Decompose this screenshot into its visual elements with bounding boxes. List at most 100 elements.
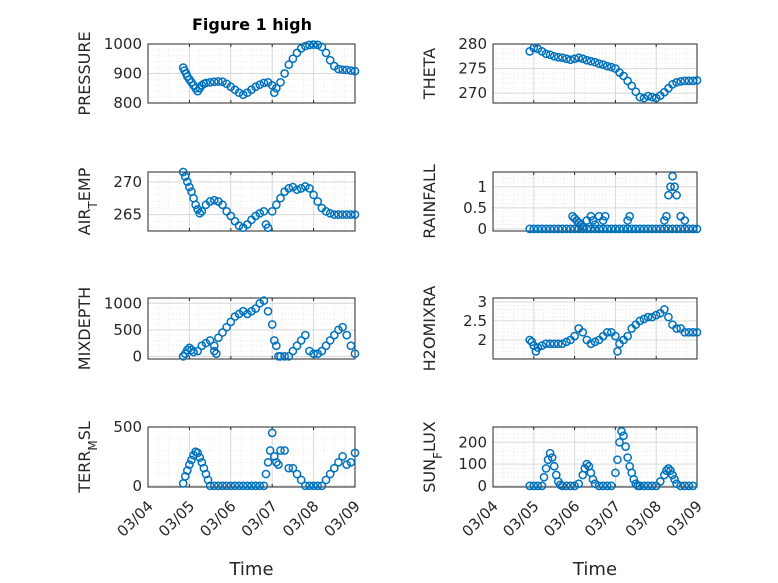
- data-point: [668, 79, 677, 89]
- data-point: [688, 327, 698, 337]
- data-point: [313, 40, 323, 50]
- data-point: [625, 211, 635, 221]
- data-point: [321, 341, 331, 351]
- data-point: [325, 55, 335, 65]
- data-point: [226, 211, 236, 221]
- x-tick-label: 03/04: [114, 497, 157, 540]
- data-point: [201, 78, 211, 88]
- data-point: [582, 55, 592, 65]
- data-point: [639, 481, 649, 491]
- data-point: [590, 224, 600, 234]
- data-point: [350, 66, 360, 76]
- data-point: [684, 327, 694, 337]
- x-tick-label: 03/05: [499, 497, 542, 540]
- data-point: [346, 457, 356, 467]
- data-point: [629, 475, 639, 484]
- data-point: [598, 216, 608, 225]
- data-point: [549, 51, 559, 61]
- data-point: [178, 167, 188, 177]
- x-tick-label: 03/07: [581, 497, 624, 540]
- data-point: [325, 336, 335, 345]
- data-point: [627, 81, 637, 91]
- data-point: [267, 320, 277, 329]
- data-point: [574, 479, 584, 489]
- data-point: [594, 481, 604, 491]
- data-point: [537, 341, 547, 351]
- subplot-6: 0 500 TERRMSL 03/0403/0503/0603/0703/0803/0…: [75, 418, 364, 580]
- x-tick-label: 03/08: [622, 497, 665, 540]
- data-point: [288, 54, 298, 64]
- data-point: [621, 442, 630, 451]
- data-point: [284, 351, 294, 361]
- data-point: [529, 481, 539, 491]
- data-point: [623, 216, 632, 225]
- data-point: [602, 61, 612, 71]
- data-point: [664, 190, 673, 200]
- data-point: [251, 481, 260, 491]
- y-tick-label: 1000: [104, 294, 142, 312]
- data-point: [606, 224, 616, 234]
- data-point: [623, 453, 632, 462]
- data-point: [334, 64, 343, 74]
- data-point: [586, 211, 596, 221]
- data-point: [590, 220, 600, 230]
- y-tick-label: 2.5: [463, 312, 487, 330]
- data-point: [570, 224, 579, 234]
- data-point: [558, 481, 567, 491]
- y-axis-label: H2OMIXRA: [420, 286, 439, 372]
- data-point: [613, 455, 622, 465]
- data-point: [662, 211, 671, 221]
- data-point: [619, 431, 628, 441]
- axes-box: [492, 171, 698, 232]
- axes-box: [147, 426, 356, 488]
- data-point: [570, 331, 579, 341]
- data-point: [602, 327, 612, 337]
- data-point: [321, 48, 331, 58]
- data-point: [680, 224, 690, 234]
- data-point: [541, 464, 551, 473]
- y-tick-label: 0: [132, 477, 142, 495]
- data-point: [660, 224, 669, 234]
- y-axis-label: RAINFALL: [420, 164, 439, 239]
- data-point: [635, 316, 645, 326]
- data-point: [619, 224, 628, 234]
- y-tick-label: 280: [458, 35, 487, 53]
- data-point: [680, 216, 690, 225]
- data-point: [193, 346, 203, 356]
- data-point: [209, 195, 219, 205]
- data-point: [676, 77, 686, 86]
- data-point: [623, 331, 632, 341]
- data-point: [574, 53, 584, 63]
- data-point: [541, 339, 551, 349]
- data-point: [350, 210, 360, 219]
- data-point: [222, 322, 232, 332]
- data-point: [280, 69, 289, 78]
- data-point: [684, 224, 694, 234]
- data-point: [562, 54, 571, 64]
- data-point: [545, 224, 555, 234]
- data-point: [558, 53, 567, 63]
- data-point: [234, 88, 244, 98]
- data-point: [218, 328, 227, 337]
- data-point: [562, 481, 571, 491]
- data-point: [666, 466, 675, 475]
- data-point: [263, 223, 273, 233]
- data-point: [288, 463, 298, 473]
- data-point: [263, 306, 273, 316]
- y-axis-label: MIXDEPTH: [75, 287, 94, 370]
- data-point: [647, 224, 657, 234]
- data-point: [660, 305, 669, 314]
- y-tick-label: 200: [458, 433, 487, 451]
- data-point: [562, 337, 571, 347]
- data-point: [191, 200, 200, 210]
- data-point: [635, 92, 645, 102]
- data-point: [334, 210, 343, 219]
- y-axis-label: TERRMSL: [75, 421, 100, 494]
- data-point: [647, 92, 657, 102]
- figure-title: Figure 1 high: [192, 15, 312, 34]
- data-point: [558, 339, 567, 349]
- data-point: [338, 210, 347, 219]
- data-point: [537, 224, 547, 234]
- data-point: [276, 193, 285, 203]
- data-point: [680, 481, 690, 491]
